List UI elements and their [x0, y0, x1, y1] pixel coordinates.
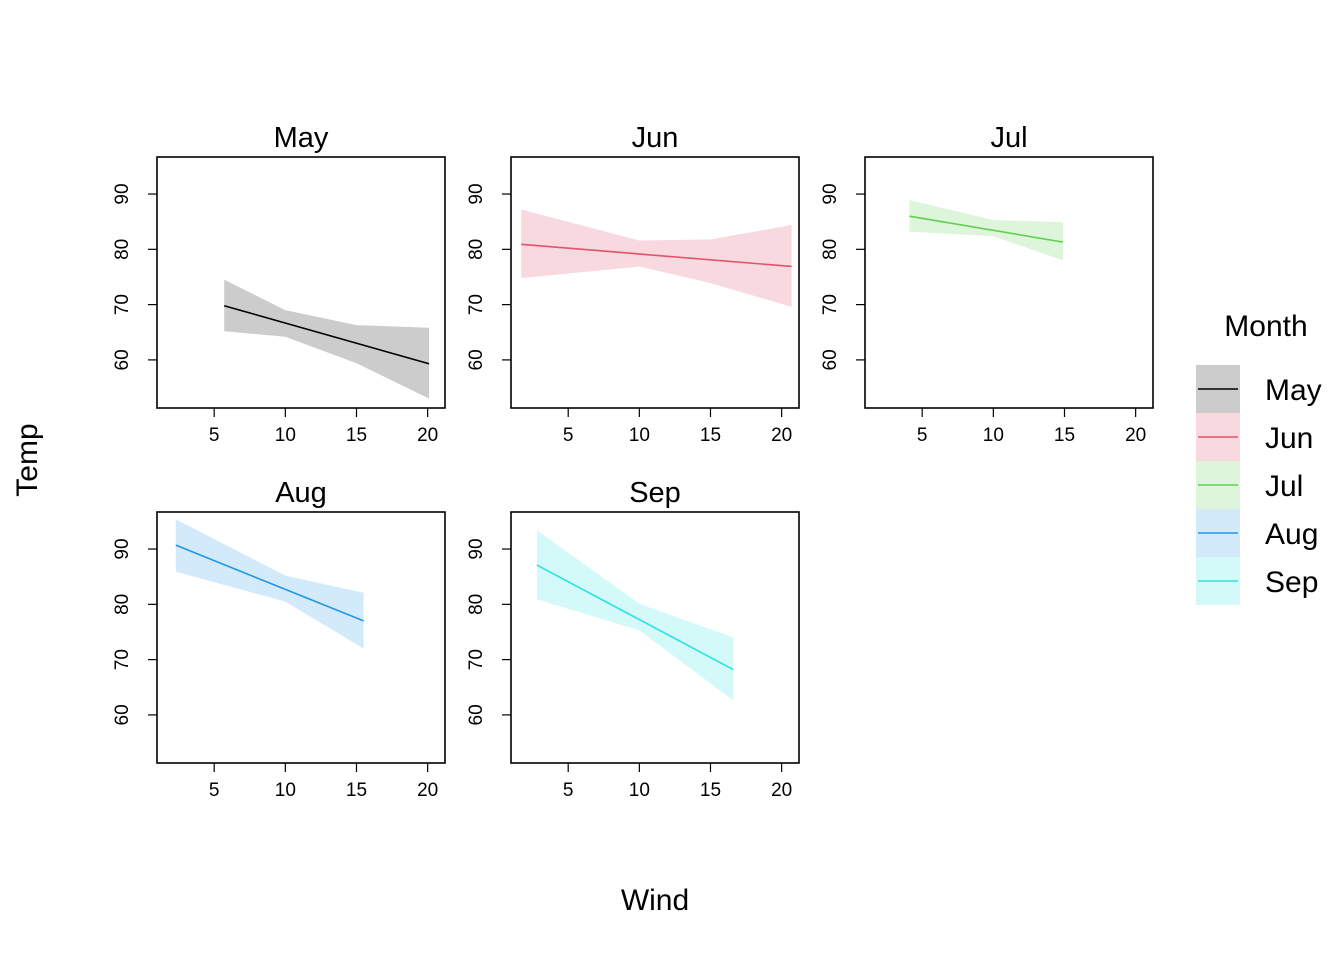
x-tick-label: 15 [346, 780, 367, 801]
y-tick-label: 90 [112, 183, 133, 204]
legend-label: Jul [1265, 470, 1303, 503]
x-tick-label: 5 [209, 780, 220, 801]
y-tick-label: 80 [112, 594, 133, 615]
y-tick-label: 70 [112, 649, 133, 670]
x-tick-label: 5 [563, 425, 574, 446]
legend-entries: May Jun Jul Aug Sep [1196, 365, 1322, 605]
x-tick-label: 20 [417, 780, 438, 801]
legend: Month May Jun Jul Aug Sep [1196, 310, 1322, 605]
panel-frame [156, 156, 446, 409]
x-tick-label: 10 [275, 780, 296, 801]
confidence-band-sep [536, 530, 734, 701]
panel-sep: Sep 5 10 15 20 60 70 80 90 [466, 477, 800, 801]
x-tick-label: 15 [700, 780, 721, 801]
y-tick-label: 90 [466, 538, 487, 559]
x-tick-label: 10 [629, 425, 650, 446]
legend-item-sep: Sep [1196, 557, 1318, 605]
y-tick-label: 80 [466, 594, 487, 615]
panel-title: Sep [629, 477, 681, 509]
legend-item-may: May [1196, 365, 1322, 413]
y-tick-label: 60 [820, 349, 841, 370]
fit-line-may [223, 304, 430, 365]
x-tick-label: 10 [275, 425, 296, 446]
y-tick-label: 70 [112, 294, 133, 315]
panel-may: May 5 10 15 20 60 70 80 90 [112, 122, 446, 446]
y-tick-label: 90 [820, 183, 841, 204]
y-tick-label: 70 [820, 294, 841, 315]
fit-line-jul [909, 215, 1064, 243]
fit-line-sep [536, 564, 734, 671]
y-tick-label: 60 [466, 349, 487, 370]
legend-title: Month [1224, 310, 1307, 343]
y-tick-label: 80 [820, 239, 841, 260]
y-tick-label: 60 [112, 349, 133, 370]
x-tick-label: 5 [209, 425, 220, 446]
panel-title: May [274, 122, 329, 154]
y-tick-label: 60 [112, 704, 133, 725]
x-tick-label: 5 [917, 425, 928, 446]
y-tick-label: 70 [466, 649, 487, 670]
y-tick-label: 80 [466, 239, 487, 260]
panel-title: Jun [632, 122, 679, 154]
panel-title: Aug [275, 477, 327, 509]
legend-label: Aug [1265, 518, 1318, 551]
x-tick-label: 15 [1054, 425, 1075, 446]
panel-jun: Jun 5 10 15 20 60 70 80 90 [466, 122, 800, 446]
fit-line-jun [521, 243, 792, 268]
confidence-band-jul [909, 200, 1064, 261]
confidence-band-may [224, 279, 430, 399]
y-tick-label: 90 [112, 538, 133, 559]
panel-frame [864, 156, 1154, 409]
x-tick-label: 10 [629, 780, 650, 801]
confidence-band-jun [521, 209, 792, 307]
panel-frame [510, 156, 800, 409]
x-axis-title: Wind [621, 884, 689, 917]
legend-item-aug: Aug [1196, 509, 1318, 557]
legend-label: Sep [1265, 566, 1318, 599]
x-tick-label: 5 [563, 780, 574, 801]
panel-frame [510, 511, 800, 764]
panel-grid: May 5 10 15 20 60 70 80 90 Jun 5 10 15 20 60 70 80 90 Jul 5… [112, 122, 1154, 801]
x-tick-label: 15 [346, 425, 367, 446]
panel-title: Jul [990, 122, 1027, 154]
panel-frame [156, 511, 446, 764]
y-axis-title: Temp [11, 423, 44, 496]
x-tick-label: 10 [983, 425, 1004, 446]
legend-label: May [1265, 374, 1322, 407]
y-tick-label: 70 [466, 294, 487, 315]
legend-item-jul: Jul [1196, 461, 1303, 509]
legend-item-jun: Jun [1196, 413, 1313, 461]
x-tick-label: 20 [771, 425, 792, 446]
x-tick-label: 20 [771, 780, 792, 801]
y-tick-label: 90 [466, 183, 487, 204]
y-tick-label: 60 [466, 704, 487, 725]
y-tick-label: 80 [112, 239, 133, 260]
legend-label: Jun [1265, 422, 1313, 455]
x-tick-label: 15 [700, 425, 721, 446]
panel-aug: Aug 5 10 15 20 60 70 80 90 [112, 477, 446, 801]
x-tick-label: 20 [417, 425, 438, 446]
x-tick-label: 20 [1125, 425, 1146, 446]
panel-jul: Jul 5 10 15 20 60 70 80 90 [820, 122, 1154, 446]
fit-line-aug [175, 544, 364, 622]
